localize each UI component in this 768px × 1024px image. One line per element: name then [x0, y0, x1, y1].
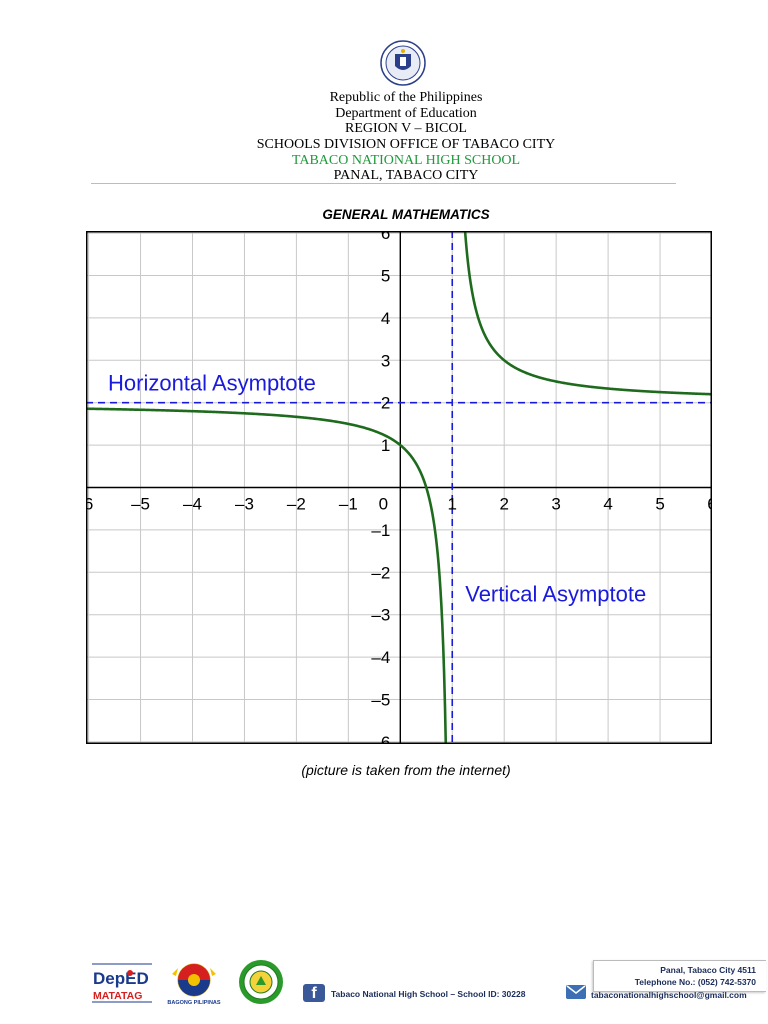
y-tick-label: –2	[371, 563, 390, 582]
y-tick-label: –1	[371, 521, 390, 540]
x-tick-label: 6	[86, 495, 93, 514]
facebook-icon: f	[303, 984, 325, 1002]
header-department: Department of Education	[335, 106, 477, 121]
y-tick-label: 6	[381, 733, 390, 744]
x-tick-label: 4	[603, 495, 612, 514]
x-tick-label: –4	[183, 495, 202, 514]
x-tick-label: –5	[131, 495, 150, 514]
horizontal-asymptote-label: Horizontal Asymptote	[108, 371, 316, 396]
header-address: PANAL, TABACO CITY	[333, 168, 479, 183]
tabaco-nhs-logo	[239, 960, 283, 1004]
facebook-page-text: Tabaco National High School – School ID:…	[331, 989, 526, 999]
y-tick-label: 1	[381, 436, 390, 455]
asymptote-graph: 6 –5 –4 –3 –2 –1 0 1 2 3 4 5 6 6 5 4 3 2 1 –1 –2 –3 –4 –5 6 Hori…	[86, 231, 712, 744]
footer-email: tabaconationalhighschool@gmail.com	[591, 990, 747, 1000]
vertical-asymptote-label: Vertical Asymptote	[465, 581, 646, 606]
curve-branch-right	[463, 231, 712, 396]
x-tick-label: 3	[551, 495, 560, 514]
header-school: TABACO NATIONAL HIGH SCHOOL	[291, 153, 521, 168]
curve-branch-left	[86, 407, 448, 744]
svg-text:MATATAG: MATATAG	[93, 990, 142, 1002]
y-tick-label: –5	[371, 690, 390, 709]
x-tick-label: 2	[499, 495, 508, 514]
bagong-pilipinas-logo: BAGONG PILIPINAS	[167, 963, 221, 1006]
subject-title: GENERAL MATHEMATICS	[322, 207, 490, 222]
address-box: Panal, Tabaco City 4511 Telephone No.: (…	[593, 960, 766, 992]
x-tick-label: –3	[235, 495, 254, 514]
header-region: REGION V – BICOL	[345, 121, 467, 136]
footer-telephone: Telephone No.: (052) 742-5370	[634, 977, 756, 987]
y-tick-label: 4	[381, 309, 390, 328]
x-tick-label: 5	[655, 495, 664, 514]
x-tick-label: 0	[379, 495, 388, 514]
header-divider	[91, 183, 676, 184]
x-tick-label: –2	[287, 495, 306, 514]
deped-seal-icon	[380, 40, 426, 86]
y-tick-label: 3	[381, 351, 390, 370]
deped-matatag-logo: DepED MATATAG	[92, 963, 152, 1003]
y-tick-label: –4	[371, 648, 390, 667]
x-tick-label: 1	[448, 495, 457, 514]
svg-text:BAGONG PILIPINAS: BAGONG PILIPINAS	[167, 1000, 221, 1006]
y-tick-label: 5	[381, 267, 390, 286]
y-tick-label: 2	[381, 394, 390, 413]
footer-address: Panal, Tabaco City 4511	[660, 965, 756, 975]
x-tick-label: –1	[339, 495, 358, 514]
y-tick-label: 6	[381, 231, 390, 243]
y-tick-label: –3	[371, 606, 390, 625]
header-republic: Republic of the Philippines	[329, 90, 483, 105]
graph-frame	[86, 231, 712, 744]
image-caption: (picture is taken from the internet)	[301, 762, 511, 778]
svg-text:DepED: DepED	[93, 969, 149, 988]
email-icon	[566, 985, 586, 999]
header-division: SCHOOLS DIVISION OFFICE OF TABACO CITY	[256, 137, 556, 152]
x-tick-label: 6	[707, 495, 712, 514]
